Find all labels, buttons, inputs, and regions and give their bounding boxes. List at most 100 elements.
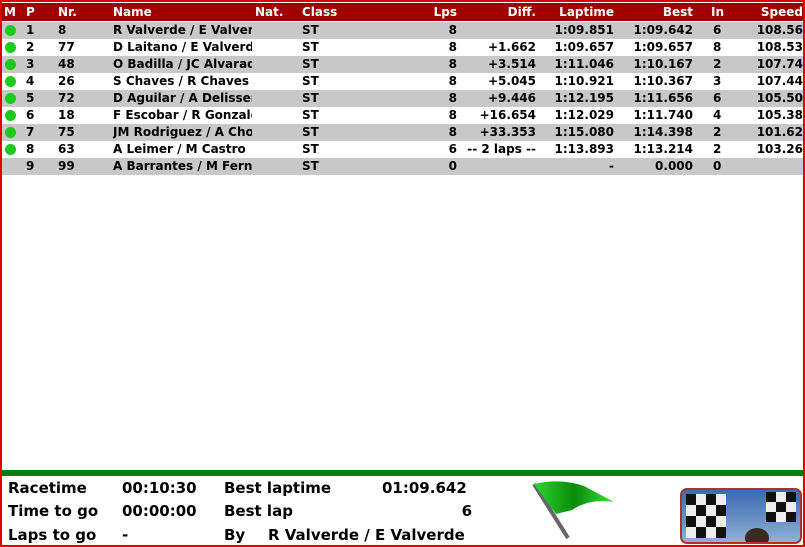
status-dot-icon	[5, 93, 16, 104]
cell-class: ST	[302, 23, 319, 37]
cell-best: 1:09.642	[633, 23, 693, 37]
table-row[interactable]: 2 77 D Laitano / E Valverde ST 8 +1.662 1:09.6…	[2, 39, 803, 56]
col-nr: Nr.	[58, 5, 77, 19]
table-row[interactable]: 7 75 JM Rodriguez / A Chooo ST 8 +33.353 1:15.…	[2, 124, 803, 141]
cell-speed: 108.56	[756, 23, 803, 37]
cell-nr: 72	[58, 91, 75, 105]
cell-nr: 75	[58, 125, 75, 139]
by-label: By	[224, 526, 246, 544]
cell-name: JM Rodriguez / A Chooo	[113, 125, 252, 139]
cell-speed: 103.26	[756, 142, 803, 156]
cell-class: ST	[302, 125, 319, 139]
table-row[interactable]: 8 63 A Leimer / M Castro ST 6 -- 2 laps -- 1:1…	[2, 141, 803, 158]
bestlaptime-value: 01:09.642	[382, 479, 467, 497]
cell-lps: 8	[448, 74, 457, 88]
cell-name: A Barrantes / M Fernandez	[113, 159, 252, 173]
status-dot-icon	[5, 110, 16, 121]
cell-diff: +1.662	[487, 40, 536, 54]
table-row[interactable]: 6 18 F Escobar / R Gonzalez ST 8 +16.654 1:12.…	[2, 107, 803, 124]
green-flag-icon	[532, 481, 614, 540]
cell-name: D Laitano / E Valverde	[113, 40, 252, 54]
col-diff: Diff.	[507, 5, 536, 19]
cell-best: 1:10.167	[633, 57, 693, 71]
bestlap-label: Best lap	[224, 502, 293, 520]
cell-p: 7	[26, 125, 35, 139]
cell-best: 1:10.367	[633, 74, 693, 88]
cell-lps: 8	[448, 23, 457, 37]
cell-name: S Chaves / R Chaves	[113, 74, 250, 88]
status-dot-icon	[5, 76, 16, 87]
cell-nr: 48	[58, 57, 75, 71]
col-lps: Lps	[433, 5, 457, 19]
cell-laptime: 1:11.046	[554, 57, 614, 71]
lapstogo-value: -	[122, 526, 129, 544]
col-p: P	[26, 5, 35, 19]
cell-name: O Badilla / JC Alvarado	[113, 57, 252, 71]
status-dot-icon	[5, 42, 16, 53]
cell-laptime: 1:12.029	[554, 108, 614, 122]
cell-diff: +3.514	[487, 57, 536, 71]
col-nat: Nat.	[255, 5, 284, 19]
cell-speed: 105.38	[756, 108, 803, 122]
cell-laptime: 1:13.893	[554, 142, 614, 156]
cell-best: 1:09.657	[633, 40, 693, 54]
racetime-label: Racetime	[8, 479, 87, 497]
cell-speed: 101.62	[756, 125, 803, 139]
cell-class: ST	[302, 142, 319, 156]
cell-in: 8	[713, 40, 722, 54]
col-speed: Speed	[760, 5, 803, 19]
status-dot-icon	[5, 144, 16, 155]
cell-p: 1	[26, 23, 35, 37]
cell-nr: 18	[58, 108, 75, 122]
table-row[interactable]: 5 72 D Aguilar / A Delisser ST 8 +9.446 1:12.1…	[2, 90, 803, 107]
cell-diff: +16.654	[479, 108, 536, 122]
cell-in: 6	[713, 91, 722, 105]
cell-speed: 108.53	[756, 40, 803, 54]
cell-name: R Valverde / E Valverde	[113, 23, 252, 37]
cell-lps: 8	[448, 91, 457, 105]
lapstogo-label: Laps to go	[8, 526, 97, 544]
cell-p: 6	[26, 108, 35, 122]
col-class: Class	[302, 5, 338, 19]
table-row[interactable]: 1 8 R Valverde / E Valverde ST 8 1:09.851 1:09…	[2, 22, 803, 39]
cell-in: 0	[713, 159, 722, 173]
cell-diff: -- 2 laps --	[467, 142, 536, 156]
cell-in: 2	[713, 125, 722, 139]
status-dot-icon	[5, 59, 16, 70]
table-row[interactable]: 3 48 O Badilla / JC Alvarado ST 8 +3.514 1:11.…	[2, 56, 803, 73]
cell-nr: 77	[58, 40, 75, 54]
cell-class: ST	[302, 159, 319, 173]
table-row[interactable]: 4 26 S Chaves / R Chaves ST 8 +5.045 1:10.921 1…	[2, 73, 803, 90]
cell-class: ST	[302, 57, 319, 71]
cell-best: 1:11.740	[633, 108, 693, 122]
status-dot-icon	[5, 127, 16, 138]
cell-nr: 63	[58, 142, 75, 156]
checkered-flag-image	[680, 488, 802, 544]
cell-lps: 8	[448, 57, 457, 71]
col-in: In	[711, 5, 725, 19]
cell-p: 9	[26, 159, 35, 173]
cell-p: 5	[26, 91, 35, 105]
col-name: Name	[113, 5, 152, 19]
cell-in: 2	[713, 57, 722, 71]
table-header: M P Nr. Name Nat. Class Lps Diff. Laptim…	[2, 3, 803, 21]
cell-p: 3	[26, 57, 35, 71]
cell-class: ST	[302, 108, 319, 122]
cell-diff: +9.446	[487, 91, 536, 105]
cell-name: F Escobar / R Gonzalez	[113, 108, 252, 122]
cell-speed: 107.44	[756, 74, 803, 88]
cell-class: ST	[302, 40, 319, 54]
timetogo-value: 00:00:00	[122, 502, 197, 520]
col-laptime: Laptime	[559, 5, 614, 19]
cell-diff: +33.353	[479, 125, 536, 139]
cell-speed: 105.50	[756, 91, 803, 105]
cell-name: D Aguilar / A Delisser	[113, 91, 252, 105]
cell-laptime: 1:15.080	[554, 125, 614, 139]
cell-nr: 99	[58, 159, 75, 173]
cell-p: 4	[26, 74, 35, 88]
cell-best: 1:11.656	[633, 91, 693, 105]
cell-class: ST	[302, 74, 319, 88]
bestlaptime-label: Best laptime	[224, 479, 332, 497]
